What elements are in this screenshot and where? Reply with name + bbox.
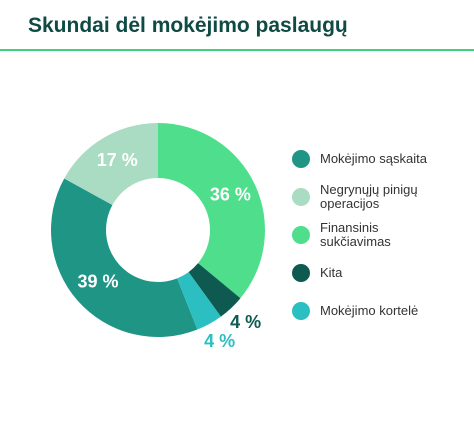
donut-segment [177,272,221,330]
legend: Mokėjimo sąskaita Negrynųjų pinigų operac… [292,140,430,330]
title-rule [0,49,474,51]
donut-segment [51,178,198,337]
legend-item: Negrynųjų pinigų operacijos [292,178,430,216]
donut-segment [64,123,158,205]
donut-segment [158,123,266,299]
legend-item: Finansinis sukčiavimas [292,216,430,254]
legend-swatch [292,226,310,244]
legend-label: Finansinis sukčiavimas [320,220,391,249]
donut-segment [188,263,241,317]
legend-label: Mokėjimo sąskaita [320,151,427,166]
legend-label: Kita [320,265,343,280]
data-label: 39 % [77,272,118,292]
legend-swatch [292,264,310,282]
data-label: 17 % [97,150,138,170]
data-label: 4 % [204,331,235,351]
legend-item: Mokėjimo sąskaita [292,140,430,178]
legend-swatch [292,188,310,206]
chart: 39 % 17 % 36 % 4 %4 % [51,123,266,351]
legend-swatch [292,150,310,168]
legend-swatch [292,302,310,320]
legend-label: Mokėjimo kortelė [320,303,419,318]
data-label: 36 % [210,185,251,205]
legend-item: Kita [292,254,430,292]
chart-title: Skundai dėl mokėjimo paslaugų [28,14,348,37]
data-label: 4 % [230,312,261,332]
legend-item: Mokėjimo kortelė [292,292,430,330]
legend-label: Negrynųjų pinigų operacijos [320,182,418,211]
